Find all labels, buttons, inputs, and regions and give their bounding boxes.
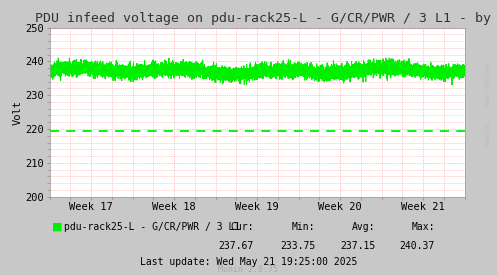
Text: 237.67: 237.67 xyxy=(218,241,253,251)
Text: pdu-rack25-L - G/CR/PWR / 3 L1: pdu-rack25-L - G/CR/PWR / 3 L1 xyxy=(64,222,240,232)
Text: 233.75: 233.75 xyxy=(280,241,316,251)
Text: Min:: Min: xyxy=(292,222,316,232)
Text: RRDTOOL / TOBI OETIKER: RRDTOOL / TOBI OETIKER xyxy=(486,63,491,146)
Text: Avg:: Avg: xyxy=(352,222,375,232)
Text: ■: ■ xyxy=(52,222,63,232)
Text: PDU infeed voltage on pdu-rack25-L - G/CR/PWR / 3 L1 - by month: PDU infeed voltage on pdu-rack25-L - G/C… xyxy=(35,12,497,25)
Text: Max:: Max: xyxy=(412,222,435,232)
Text: Munin 2.0.75: Munin 2.0.75 xyxy=(219,265,278,274)
Text: 237.15: 237.15 xyxy=(340,241,375,251)
Text: Last update: Wed May 21 19:25:00 2025: Last update: Wed May 21 19:25:00 2025 xyxy=(140,257,357,267)
Text: 240.37: 240.37 xyxy=(400,241,435,251)
Text: Cur:: Cur: xyxy=(230,222,253,232)
Y-axis label: Volt: Volt xyxy=(12,100,23,125)
